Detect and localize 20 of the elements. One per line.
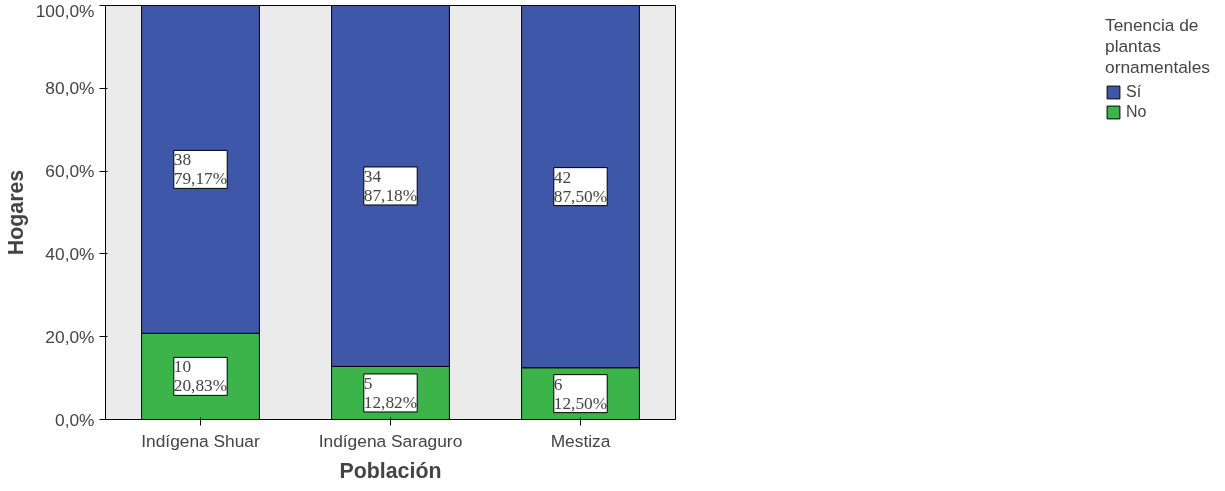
data-label: 6 12,50%: [553, 374, 608, 413]
y-tick-label: 80,0%: [45, 78, 95, 99]
y-tick-label: 40,0%: [45, 243, 95, 264]
data-label: 10 20,83%: [173, 357, 228, 396]
y-tick-label: 0,0%: [55, 409, 95, 430]
data-label: 34 87,18%: [363, 166, 418, 205]
y-tick-label: 20,0%: [45, 326, 95, 347]
data-label: 5 12,82%: [363, 373, 418, 412]
x-tick-label: Indígena Saraguro: [318, 430, 463, 451]
y-tick-label: 60,0%: [45, 161, 95, 182]
legend-label: No: [1126, 103, 1147, 121]
x-axis-title: Población: [339, 458, 442, 483]
x-tick-label: Mestiza: [550, 430, 611, 451]
legend-label: Sí: [1126, 83, 1143, 101]
legend-title: Tenencia de plantas ornamentales: [1105, 15, 1210, 78]
data-label: 38 79,17%: [173, 150, 228, 189]
x-tick-label: Indígena Shuar: [141, 430, 260, 451]
data-label: 42 87,50%: [553, 167, 608, 206]
y-axis-title: Hogares: [3, 169, 28, 256]
y-tick-label: 100,0%: [35, 0, 95, 21]
